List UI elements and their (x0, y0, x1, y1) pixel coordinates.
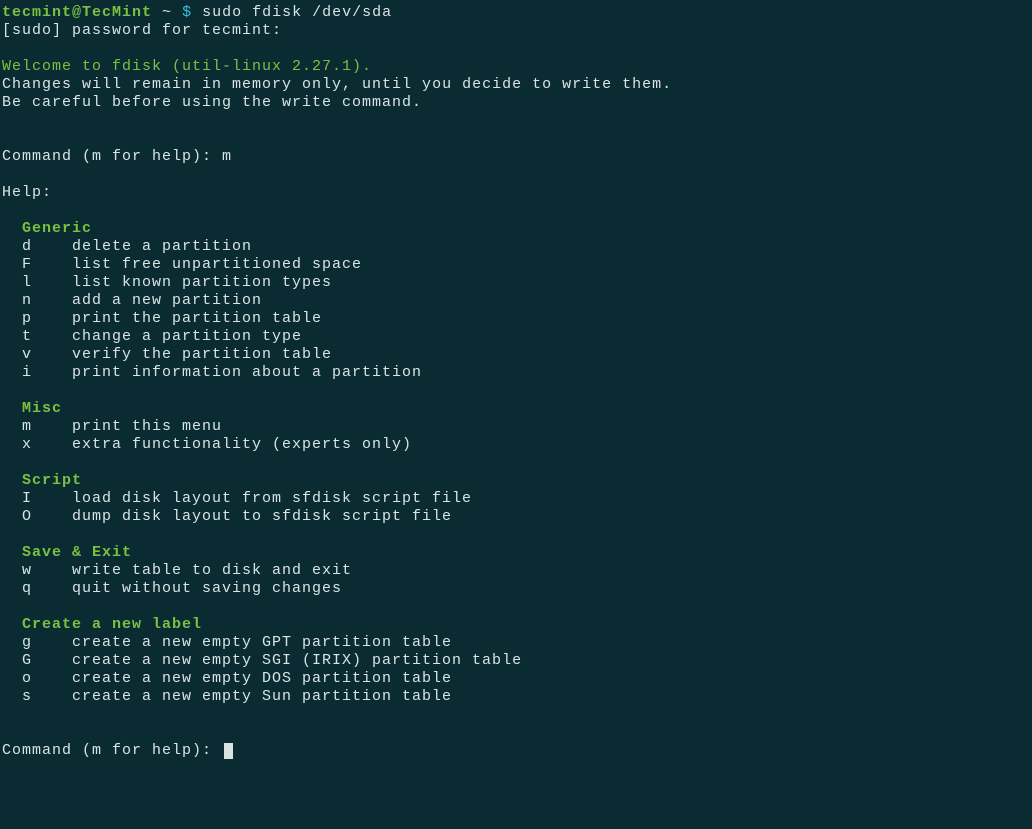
command-prompt-1: Command (m for help): m (2, 148, 1030, 166)
blank-line (2, 724, 1030, 742)
desc: list known partition types (72, 274, 332, 291)
blank-line (2, 130, 1030, 148)
key: s (22, 688, 72, 706)
section-save-exit-title: Save & Exit (2, 544, 1030, 562)
desc: print this menu (72, 418, 222, 435)
blank-line (2, 526, 1030, 544)
desc: quit without saving changes (72, 580, 342, 597)
desc: write table to disk and exit (72, 562, 352, 579)
generic-item: nadd a new partition (2, 292, 1030, 310)
create-label-item: Gcreate a new empty SGI (IRIX) partition… (2, 652, 1030, 670)
notice-line-1: Changes will remain in memory only, unti… (2, 76, 1030, 94)
save-exit-item: wwrite table to disk and exit (2, 562, 1030, 580)
user-host: tecmint@TecMint (2, 4, 152, 21)
create-label-item: ocreate a new empty DOS partition table (2, 670, 1030, 688)
blank-line (2, 598, 1030, 616)
key: t (22, 328, 72, 346)
terminal-output: tecmint@TecMint ~ $ sudo fdisk /dev/sda … (2, 4, 1030, 760)
sudo-password-line: [sudo] password for tecmint: (2, 22, 1030, 40)
desc: create a new empty SGI (IRIX) partition … (72, 652, 522, 669)
create-label-item: screate a new empty Sun partition table (2, 688, 1030, 706)
prompt-tilde: ~ (162, 4, 172, 21)
notice-line-2: Be careful before using the write comman… (2, 94, 1030, 112)
desc: create a new empty Sun partition table (72, 688, 452, 705)
blank-line (2, 40, 1030, 58)
key: F (22, 256, 72, 274)
prompt-line: tecmint@TecMint ~ $ sudo fdisk /dev/sda (2, 4, 1030, 22)
command-prompt-2[interactable]: Command (m for help): (2, 742, 1030, 760)
section-create-label-title: Create a new label (2, 616, 1030, 634)
blank-line (2, 202, 1030, 220)
generic-item: vverify the partition table (2, 346, 1030, 364)
prompt-text: Command (m for help): (2, 742, 222, 759)
blank-line (2, 454, 1030, 472)
desc: create a new empty DOS partition table (72, 670, 452, 687)
cursor-icon (224, 743, 233, 759)
desc: dump disk layout to sfdisk script file (72, 508, 452, 525)
generic-item: iprint information about a partition (2, 364, 1030, 382)
desc: verify the partition table (72, 346, 332, 363)
key: i (22, 364, 72, 382)
prompt-dollar: $ (182, 4, 192, 21)
key: d (22, 238, 72, 256)
generic-item: pprint the partition table (2, 310, 1030, 328)
desc: create a new empty GPT partition table (72, 634, 452, 651)
misc-item: mprint this menu (2, 418, 1030, 436)
key: n (22, 292, 72, 310)
script-item: Iload disk layout from sfdisk script fil… (2, 490, 1030, 508)
blank-line (2, 382, 1030, 400)
key: q (22, 580, 72, 598)
desc: load disk layout from sfdisk script file (72, 490, 472, 507)
key: O (22, 508, 72, 526)
generic-item: ddelete a partition (2, 238, 1030, 256)
desc: delete a partition (72, 238, 252, 255)
command-text: sudo fdisk /dev/sda (202, 4, 392, 21)
create-label-item: gcreate a new empty GPT partition table (2, 634, 1030, 652)
desc: print the partition table (72, 310, 322, 327)
blank-line (2, 166, 1030, 184)
desc: extra functionality (experts only) (72, 436, 412, 453)
key: p (22, 310, 72, 328)
blank-line (2, 112, 1030, 130)
section-misc-title: Misc (2, 400, 1030, 418)
script-item: Odump disk layout to sfdisk script file (2, 508, 1030, 526)
generic-item: tchange a partition type (2, 328, 1030, 346)
desc: change a partition type (72, 328, 302, 345)
section-generic-title: Generic (2, 220, 1030, 238)
help-label: Help: (2, 184, 1030, 202)
key: m (22, 418, 72, 436)
key: w (22, 562, 72, 580)
key: x (22, 436, 72, 454)
welcome-line: Welcome to fdisk (util-linux 2.27.1). (2, 58, 1030, 76)
desc: print information about a partition (72, 364, 422, 381)
section-script-title: Script (2, 472, 1030, 490)
key: G (22, 652, 72, 670)
key: I (22, 490, 72, 508)
key: l (22, 274, 72, 292)
generic-item: Flist free unpartitioned space (2, 256, 1030, 274)
key: g (22, 634, 72, 652)
desc: add a new partition (72, 292, 262, 309)
key: o (22, 670, 72, 688)
blank-line (2, 706, 1030, 724)
misc-item: xextra functionality (experts only) (2, 436, 1030, 454)
desc: list free unpartitioned space (72, 256, 362, 273)
generic-item: llist known partition types (2, 274, 1030, 292)
key: v (22, 346, 72, 364)
save-exit-item: qquit without saving changes (2, 580, 1030, 598)
